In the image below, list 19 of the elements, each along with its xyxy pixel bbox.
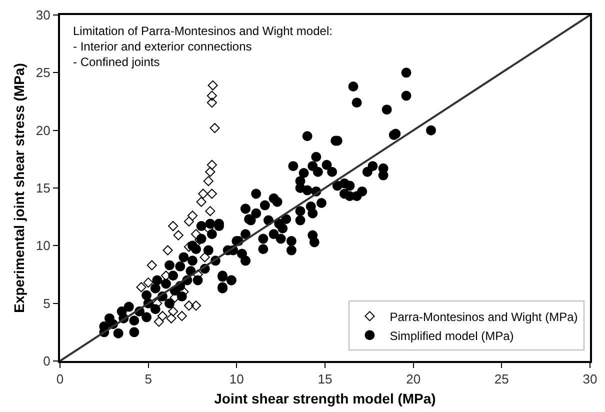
y-axis-title: Experimental joint shear stress (MPa) <box>11 63 28 313</box>
x-tick-label: 25 <box>494 372 509 387</box>
y-tick-label: 15 <box>36 180 50 196</box>
legend-label: Simplified model (MPa) <box>390 328 514 343</box>
x-axis-title: Joint shear strength model (MPa) <box>214 390 436 406</box>
x-tick-label: 15 <box>318 372 332 387</box>
y-tick-label: 0 <box>43 354 50 369</box>
x-tick-label: 0 <box>56 372 64 387</box>
x-tick-label: 30 <box>582 372 598 387</box>
y-tick-label: 5 <box>43 296 50 311</box>
x-tick-label: 5 <box>144 372 152 387</box>
y-tick-label: 30 <box>36 8 50 23</box>
annotation: Limitation of Parra-Montesinos and Wight model: - Interior and exterior connections - Confined joints <box>73 24 332 70</box>
legend-label: Parra-Montesinos and Wight (MPa) <box>390 310 578 324</box>
x-tick-label: 20 <box>406 372 421 387</box>
y-tick-label: 20 <box>36 122 50 138</box>
x-tick-label: 10 <box>229 372 244 387</box>
y-tick-label: 10 <box>36 238 50 254</box>
y-tick-label: 25 <box>36 65 50 80</box>
